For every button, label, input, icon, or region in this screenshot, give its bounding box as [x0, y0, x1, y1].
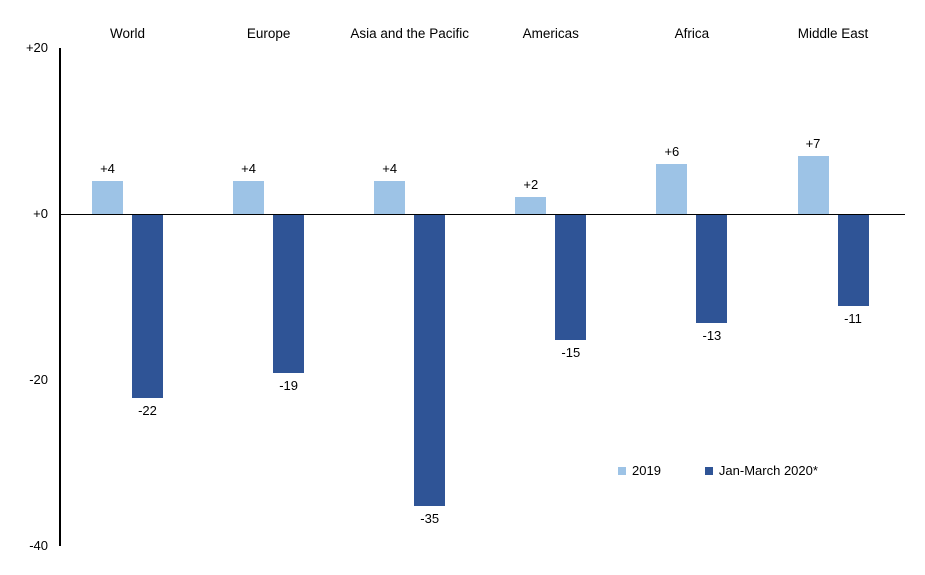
bar-2019 [374, 180, 406, 214]
legend-item-jan-march-2020: Jan-March 2020* [704, 463, 818, 478]
category-label: World [109, 26, 145, 41]
bar-2019 [233, 180, 265, 214]
category-label: Africa [674, 26, 710, 41]
bar-jan-march-2020 [837, 215, 869, 307]
zero-baseline [59, 213, 905, 215]
bar-jan-march-2020 [696, 215, 728, 323]
value-label: -22 [138, 402, 157, 418]
value-label: -19 [279, 377, 298, 393]
bar-jan-march-2020 [273, 215, 305, 373]
legend-swatch-icon [618, 466, 626, 475]
legend-label: Jan-March 2020* [718, 463, 818, 478]
legend-label: 2019 [632, 463, 661, 478]
y-tick-label: -40 [29, 538, 48, 553]
bar-jan-march-2020 [414, 215, 446, 506]
value-label: +4 [100, 160, 115, 176]
bar-jan-march-2020 [132, 215, 163, 398]
value-label: +6 [664, 144, 680, 160]
bar-jan-march-2020 [555, 215, 587, 340]
value-label: -15 [561, 344, 581, 360]
bar-2019 [797, 155, 829, 214]
value-label: -35 [420, 510, 440, 526]
legend-swatch-icon [704, 466, 713, 475]
value-label: +7 [805, 135, 821, 151]
value-label: +4 [241, 160, 256, 176]
value-label: +2 [523, 177, 539, 193]
bar-2019 [515, 197, 547, 214]
category-label: Americas [522, 26, 579, 41]
legend-item-2019: 2019 [618, 463, 661, 478]
bar-2019 [656, 164, 688, 214]
value-label: -11 [844, 311, 862, 327]
category-label: Middle East [797, 26, 869, 41]
chart-legend: 2019 Jan-March 2020* [618, 463, 818, 478]
value-label: +4 [382, 160, 398, 176]
y-tick-label: -20 [29, 372, 48, 387]
y-tick-label: +20 [25, 40, 48, 55]
category-label: Europe [246, 26, 291, 41]
y-axis-line [59, 48, 61, 546]
bar-2019 [92, 180, 123, 214]
y-tick-label: +0 [33, 206, 48, 221]
category-label: Asia and the Pacific [350, 26, 469, 41]
value-label: -13 [702, 327, 722, 343]
